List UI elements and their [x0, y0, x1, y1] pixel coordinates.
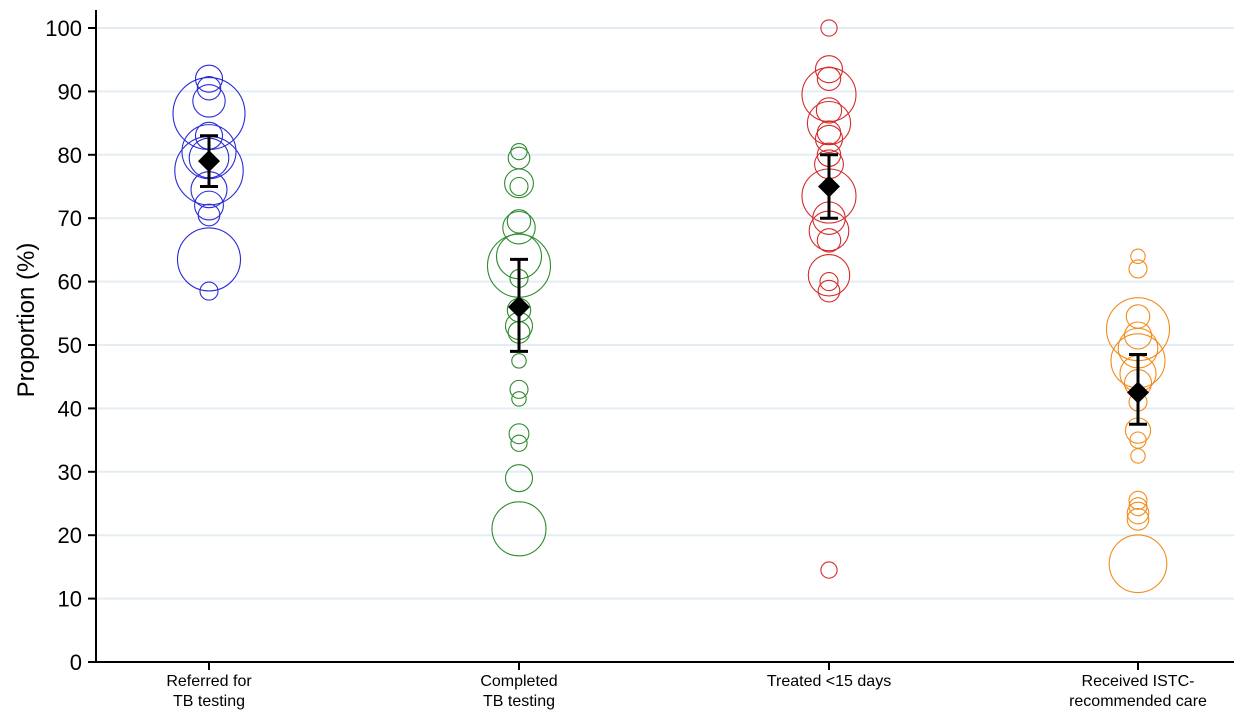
y-tick-label: 50	[58, 333, 82, 358]
x-category-label: recommended care	[1069, 693, 1207, 710]
y-tick-label: 70	[58, 206, 82, 231]
study-point	[1128, 259, 1148, 279]
y-ticks: 0 10 20 30 40 50 60 70 80 90 100	[45, 16, 96, 675]
study-point	[511, 353, 527, 369]
pooled-estimate-marker	[508, 295, 530, 318]
pooled-estimate-marker	[198, 150, 220, 173]
axes	[95, 10, 1234, 663]
y-tick-label: 90	[58, 79, 82, 104]
x-category-label: Referred for	[166, 673, 252, 690]
pooled-estimate-marker	[818, 175, 840, 198]
study-point	[1125, 304, 1151, 329]
study-point	[1128, 490, 1148, 510]
study-point	[1126, 501, 1150, 525]
x-category-labels: Referred for TB testing Completed TB testin…	[166, 662, 1207, 710]
gridlines	[96, 27, 1234, 600]
y-tick-label: 20	[58, 523, 82, 548]
study-point	[176, 227, 242, 292]
x-category-label: Completed	[480, 673, 557, 690]
study-point	[816, 120, 842, 145]
study-point	[194, 190, 224, 221]
y-tick-label: 30	[58, 460, 82, 485]
x-category-label: TB testing	[173, 693, 245, 710]
study-point	[511, 391, 527, 407]
study-point	[1123, 321, 1153, 350]
study-point	[1130, 248, 1146, 264]
study-point	[819, 272, 839, 292]
study-point	[510, 142, 528, 161]
y-tick-label: 80	[58, 143, 82, 168]
study-point	[820, 561, 838, 579]
pooled-estimate-marker	[1127, 381, 1149, 404]
y-tick-label: 60	[58, 270, 82, 295]
study-point	[196, 75, 222, 101]
study-point	[816, 66, 842, 91]
y-tick-label: 100	[45, 16, 82, 41]
x-category-label: TB testing	[483, 693, 555, 710]
study-points	[172, 19, 1171, 594]
study-point	[199, 281, 219, 301]
study-point	[504, 168, 534, 199]
study-point	[815, 97, 843, 124]
study-point	[1130, 448, 1146, 464]
study-point	[817, 279, 841, 303]
study-point	[194, 64, 224, 93]
study-point	[507, 146, 531, 170]
study-point	[807, 254, 851, 297]
study-point	[502, 210, 536, 245]
x-category-label: Treated <15 days	[767, 673, 891, 690]
study-point	[814, 124, 844, 153]
study-point	[508, 423, 530, 445]
study-point	[1128, 497, 1148, 517]
study-point	[509, 176, 529, 197]
study-point	[491, 501, 547, 557]
y-tick-label: 40	[58, 396, 82, 421]
study-point	[509, 379, 529, 399]
x-category-label: Received ISTC-	[1082, 673, 1195, 690]
study-point	[816, 228, 842, 253]
y-tick-label: 10	[58, 587, 82, 612]
study-point	[510, 434, 528, 452]
study-point	[1129, 431, 1147, 449]
y-axis-title: Proportion (%)	[13, 243, 40, 398]
study-point	[506, 209, 532, 234]
study-point	[1105, 297, 1171, 362]
study-point	[192, 84, 226, 118]
study-point	[1126, 507, 1150, 531]
study-point	[1108, 534, 1168, 594]
study-point	[814, 55, 844, 84]
study-point	[820, 19, 838, 37]
y-tick-label: 0	[70, 650, 82, 675]
study-point	[504, 464, 534, 493]
pooled-estimates	[198, 134, 1149, 426]
study-point	[806, 100, 852, 146]
study-point	[801, 67, 857, 123]
